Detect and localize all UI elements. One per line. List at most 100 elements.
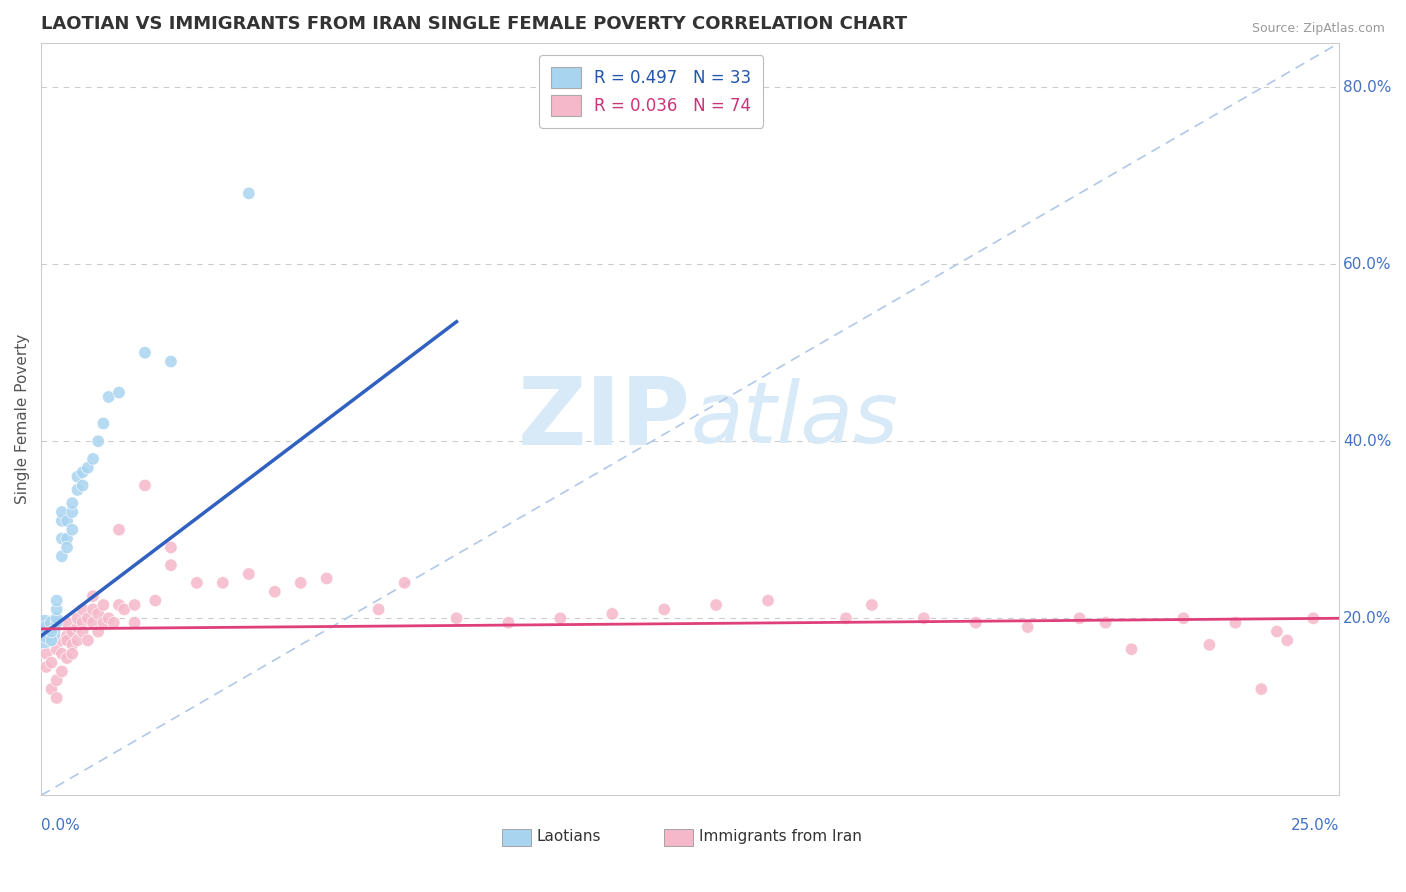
Point <box>41 656 63 670</box>
Point <box>550 611 572 625</box>
Point <box>1277 633 1299 648</box>
Point <box>87 607 110 621</box>
Point <box>76 611 98 625</box>
Point <box>32 620 55 634</box>
Point <box>160 558 183 573</box>
Point <box>60 496 83 510</box>
Text: 80.0%: 80.0% <box>1343 79 1392 95</box>
Point <box>186 575 208 590</box>
Point <box>60 624 83 639</box>
Text: atlas: atlas <box>690 377 898 460</box>
Point <box>1265 624 1288 639</box>
Point <box>66 483 89 497</box>
Text: 0.0%: 0.0% <box>41 818 80 833</box>
Point <box>72 624 94 639</box>
Text: Source: ZipAtlas.com: Source: ZipAtlas.com <box>1251 22 1385 36</box>
Point <box>66 633 89 648</box>
Text: 20.0%: 20.0% <box>1343 611 1392 626</box>
Point <box>41 624 63 639</box>
Point <box>1094 615 1116 630</box>
Point <box>446 611 468 625</box>
Point <box>45 615 67 630</box>
Point <box>756 593 779 607</box>
Point <box>1225 615 1247 630</box>
Point <box>76 460 98 475</box>
Point <box>860 598 883 612</box>
Point <box>1302 611 1324 625</box>
Text: LAOTIAN VS IMMIGRANTS FROM IRAN SINGLE FEMALE POVERTY CORRELATION CHART: LAOTIAN VS IMMIGRANTS FROM IRAN SINGLE F… <box>41 15 907 33</box>
Point <box>82 589 104 603</box>
Point <box>41 682 63 697</box>
Point <box>367 602 389 616</box>
Point <box>97 390 120 404</box>
Point <box>82 602 104 616</box>
Point <box>56 651 79 665</box>
Point <box>134 345 156 359</box>
Y-axis label: Single Female Poverty: Single Female Poverty <box>15 334 30 504</box>
Point <box>41 615 63 630</box>
Point <box>56 615 79 630</box>
Point <box>72 465 94 479</box>
Point <box>93 417 115 431</box>
Point <box>45 593 67 607</box>
Point <box>600 607 623 621</box>
Point <box>1069 611 1091 625</box>
Point <box>45 690 67 705</box>
Point <box>45 642 67 657</box>
Point <box>32 624 55 639</box>
Point <box>51 633 73 648</box>
Point <box>82 451 104 466</box>
Point <box>72 615 94 630</box>
Point <box>60 523 83 537</box>
Point <box>1198 638 1220 652</box>
Point <box>1173 611 1195 625</box>
Point <box>97 611 120 625</box>
Point <box>160 541 183 555</box>
Point <box>66 611 89 625</box>
Point <box>51 505 73 519</box>
Point <box>87 624 110 639</box>
Text: 60.0%: 60.0% <box>1343 257 1392 272</box>
Point <box>263 584 285 599</box>
Point <box>60 647 83 661</box>
Point <box>56 532 79 546</box>
Point <box>704 598 727 612</box>
Point <box>103 615 125 630</box>
Point <box>76 633 98 648</box>
Point <box>238 567 260 582</box>
Text: 25.0%: 25.0% <box>1291 818 1340 833</box>
Point <box>835 611 858 625</box>
Point <box>51 647 73 661</box>
Point <box>51 514 73 528</box>
Point <box>211 575 233 590</box>
Point <box>66 620 89 634</box>
Point <box>124 615 146 630</box>
Point <box>51 532 73 546</box>
Point <box>108 523 131 537</box>
Point <box>498 615 520 630</box>
Point <box>1250 682 1272 697</box>
Point <box>66 469 89 483</box>
Text: ZIP: ZIP <box>517 373 690 465</box>
Point <box>35 620 58 634</box>
Legend: R = 0.497   N = 33, R = 0.036   N = 74: R = 0.497 N = 33, R = 0.036 N = 74 <box>540 55 763 128</box>
Point <box>315 571 337 585</box>
Point <box>56 629 79 643</box>
Point <box>35 660 58 674</box>
FancyBboxPatch shape <box>664 830 693 846</box>
Point <box>93 598 115 612</box>
Text: Laotians: Laotians <box>537 830 602 844</box>
Point <box>56 541 79 555</box>
Point <box>87 434 110 449</box>
Text: Immigrants from Iran: Immigrants from Iran <box>699 830 862 844</box>
Point <box>60 638 83 652</box>
Point <box>41 633 63 648</box>
Point <box>143 593 166 607</box>
Point <box>56 514 79 528</box>
FancyBboxPatch shape <box>502 830 530 846</box>
Point <box>60 505 83 519</box>
Point <box>35 647 58 661</box>
Point <box>72 602 94 616</box>
Point <box>238 186 260 201</box>
Point <box>394 575 416 590</box>
